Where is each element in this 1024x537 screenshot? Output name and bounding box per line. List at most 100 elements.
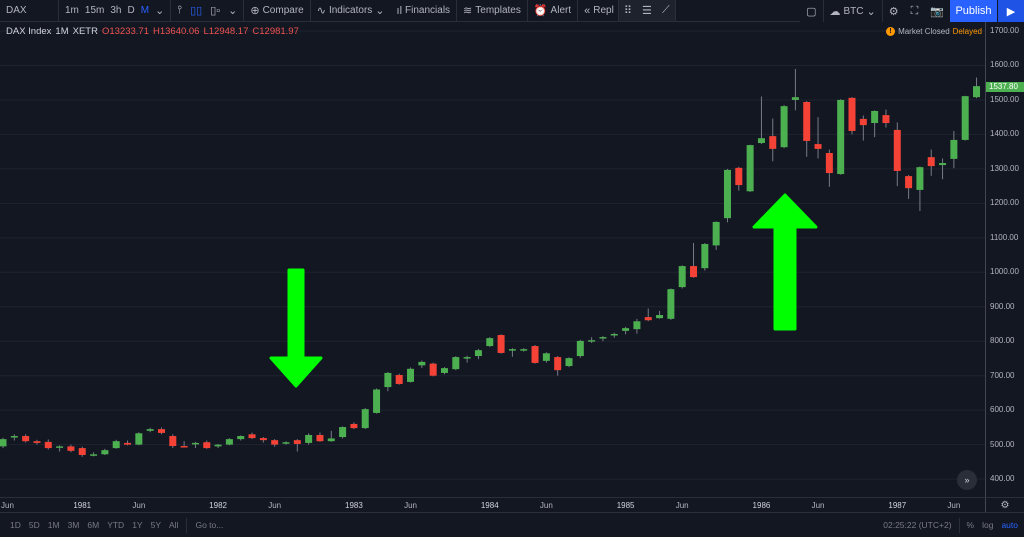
bar-chart-icon[interactable]: ⫯ — [177, 4, 183, 16]
candle — [803, 100, 811, 157]
percent-toggle[interactable]: % — [966, 520, 975, 530]
candle — [973, 77, 981, 99]
candle — [135, 432, 143, 446]
candle — [667, 288, 675, 320]
rewind-icon: « — [584, 4, 591, 17]
candle-body — [124, 442, 132, 445]
candle-body — [248, 434, 256, 439]
candle-body — [939, 163, 947, 166]
candle — [893, 122, 901, 187]
price-axis[interactable]: 1700.00 1600.00 1500.00 1400.00 1300.00 1200.… — [985, 22, 1024, 497]
range-3m[interactable]: 3M — [67, 520, 80, 530]
auto-toggle[interactable]: auto — [1001, 520, 1018, 530]
candlestick-chart[interactable] — [0, 0, 985, 497]
templates-icon: ≋ — [463, 5, 473, 17]
range-all[interactable]: All — [169, 520, 179, 530]
candle — [146, 427, 154, 433]
play-icon: ▶ — [1006, 5, 1016, 18]
chevron-down-icon: ⌄ — [375, 5, 385, 17]
current-price-label: 1537.80 — [986, 81, 1024, 92]
fullscreen-button[interactable]: ⛶ — [905, 0, 925, 22]
time-tick-label: 1987 — [888, 501, 907, 510]
publish-button[interactable]: Publish — [950, 0, 997, 22]
grid-lines — [0, 30, 985, 480]
chevron-down-icon[interactable]: ⌄ — [228, 5, 238, 17]
legend-exchange: XETR — [72, 26, 98, 37]
interval-3h[interactable]: 3h — [110, 5, 122, 16]
play-button[interactable]: ▶ — [997, 0, 1024, 22]
market-closed-label: Market Closed — [898, 27, 950, 36]
trend-tool-icon[interactable]: ⟋ — [662, 4, 670, 16]
interval-d[interactable]: D — [127, 5, 135, 16]
candle-body — [0, 439, 7, 447]
templates-button[interactable]: ≋ Templates — [457, 0, 527, 22]
candle-body — [588, 340, 596, 342]
up-arrow-annotation — [752, 193, 818, 331]
candle — [656, 310, 664, 319]
candle-body — [429, 363, 437, 376]
candle — [33, 439, 41, 445]
range-5d[interactable]: 5D — [28, 520, 40, 530]
scroll-to-realtime-button[interactable]: » — [957, 470, 977, 490]
range-ytd[interactable]: YTD — [107, 520, 125, 530]
candle — [101, 448, 109, 455]
financials-button[interactable]: ıl Financials — [391, 0, 457, 22]
alert-button[interactable]: ⏰ Alert — [528, 0, 577, 22]
time-axis[interactable]: Jun 1981 Jun 1982 Jun 1983 Jun 1984 Jun 1985 Jun 19… — [0, 497, 985, 512]
candle-body — [157, 429, 165, 433]
drag-handle-icon[interactable]: ⠿ — [623, 5, 632, 17]
range-6m[interactable]: 6M — [87, 520, 100, 530]
toolbar-right: ▢ ☁ BTC ⌄ ⚙ ⛶ 📷 — [800, 0, 950, 22]
time-tick-label: Jun — [268, 501, 282, 510]
candle — [882, 109, 890, 128]
clock[interactable]: 02:25:22 (UTC+2) — [883, 520, 952, 530]
axis-settings-button[interactable]: ⚙ — [985, 497, 1024, 512]
snapshot-button[interactable]: 📷 — [924, 0, 950, 22]
candle — [124, 440, 132, 446]
range-1m[interactable]: 1M — [47, 520, 60, 530]
range-1y[interactable]: 1Y — [132, 520, 143, 530]
compare-button[interactable]: ⊕ Compare — [244, 0, 309, 22]
alarm-clock-icon: ⏰ — [533, 5, 548, 17]
replay-button[interactable]: «Repl — [578, 0, 616, 22]
candle — [248, 432, 256, 440]
range-5y[interactable]: 5Y — [150, 520, 161, 530]
price-tick-label: 700.00 — [990, 370, 1015, 380]
candle — [644, 308, 652, 322]
hollow-candles-icon[interactable]: ▯▫ — [210, 5, 221, 17]
settings-button[interactable]: ⚙ — [883, 0, 905, 22]
warning-icon[interactable]: ! — [886, 27, 896, 36]
legend-low: L12948.17 — [203, 26, 249, 37]
candle — [282, 441, 290, 445]
legend-title[interactable]: DAX Index — [6, 26, 52, 37]
indicators-button[interactable]: ∿ Indicators ⌄ — [311, 0, 391, 22]
candle — [508, 348, 516, 357]
chevron-down-icon[interactable]: ⌄ — [155, 5, 165, 17]
candle — [780, 105, 788, 149]
range-1d[interactable]: 1D — [10, 520, 21, 530]
goto-button[interactable]: Go to... — [195, 520, 224, 530]
candle-body — [146, 429, 154, 431]
legend-high: H13640.06 — [152, 26, 200, 37]
layout-button[interactable]: ▢ — [800, 0, 822, 22]
candle-body — [723, 169, 731, 219]
candle-body — [180, 446, 188, 448]
candle-body — [22, 436, 30, 442]
interval-1m[interactable]: 1m — [65, 5, 79, 16]
symbol-search[interactable]: DAX — [0, 0, 58, 22]
candle-body — [191, 442, 199, 445]
candle — [735, 166, 743, 191]
candle-body — [690, 266, 698, 278]
candle-body — [384, 372, 392, 388]
candles-icon[interactable]: ▯▯ — [190, 5, 203, 17]
log-toggle[interactable]: log — [982, 520, 994, 530]
price-tick-label: 1700.00 — [990, 26, 1019, 35]
interval-15m[interactable]: 15m — [84, 5, 105, 16]
cloud-save-button[interactable]: ☁ BTC ⌄ — [824, 0, 882, 22]
lines-icon[interactable]: ☰ — [642, 5, 652, 17]
candle-body — [316, 434, 324, 442]
interval-m[interactable]: M — [140, 5, 150, 16]
candle-body — [214, 444, 222, 447]
candle — [486, 337, 494, 348]
candle-body — [667, 289, 675, 319]
